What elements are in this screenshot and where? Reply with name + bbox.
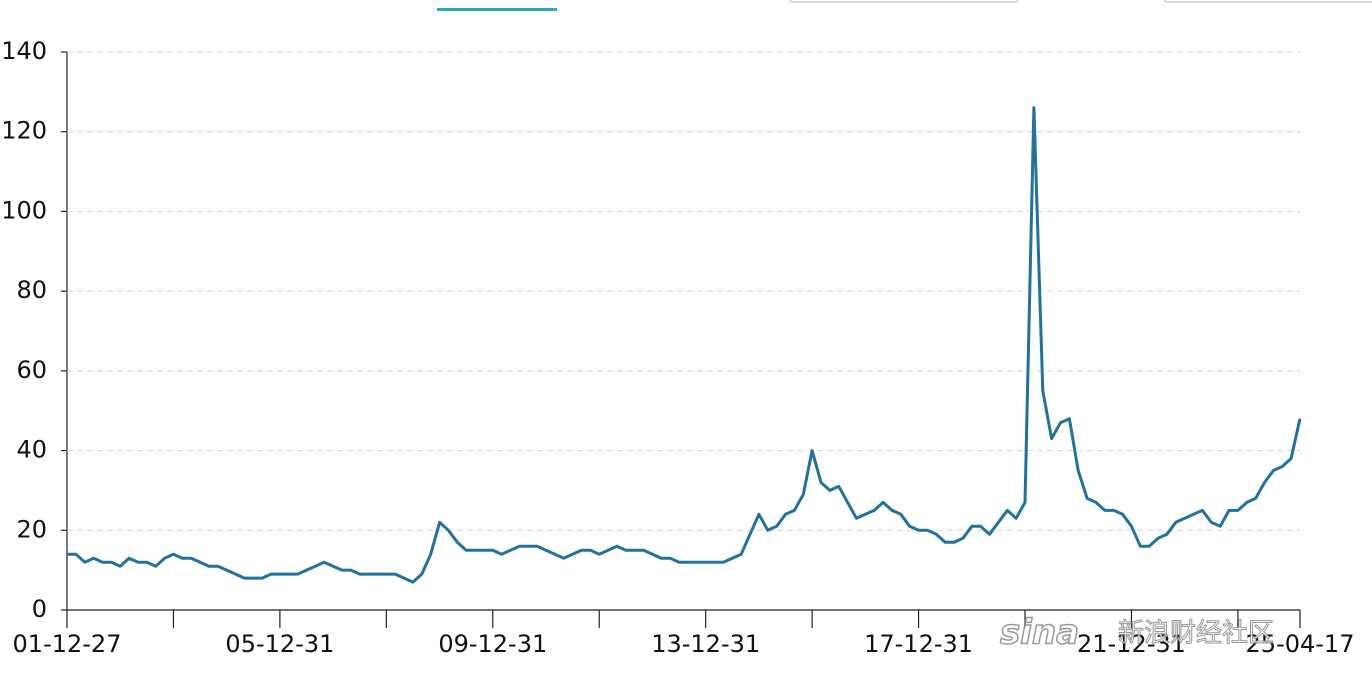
- y-tick-label: 0: [32, 595, 47, 623]
- x-tick-label: 25-04-17: [1246, 630, 1355, 658]
- tab-indicator[interactable]: [437, 8, 557, 11]
- watermark: sina 新浪财经社区: [999, 612, 1274, 654]
- watermark-logo: sina: [1000, 613, 1079, 653]
- x-tick-label: 05-12-31: [225, 630, 334, 658]
- y-tick-label: 60: [16, 356, 47, 384]
- y-tick-label: 100: [1, 196, 47, 224]
- control-box[interactable]: [1163, 0, 1372, 3]
- y-tick-label: 120: [1, 117, 47, 145]
- y-tick-label: 140: [1, 37, 47, 65]
- control-box[interactable]: [789, 0, 1019, 3]
- y-tick-label: 80: [16, 276, 47, 304]
- watermark-text: 新浪财经社区: [1118, 619, 1274, 649]
- y-tick-label: 40: [16, 436, 47, 464]
- x-tick-label: 09-12-31: [438, 630, 547, 658]
- x-tick-label: 17-12-31: [864, 630, 973, 658]
- x-tick-label: 21-12-31: [1077, 630, 1186, 658]
- x-tick-label: 13-12-31: [651, 630, 760, 658]
- x-tick-label: 01-12-27: [13, 630, 122, 658]
- line: [67, 106, 1302, 584]
- y-tick-label: 20: [16, 515, 47, 543]
